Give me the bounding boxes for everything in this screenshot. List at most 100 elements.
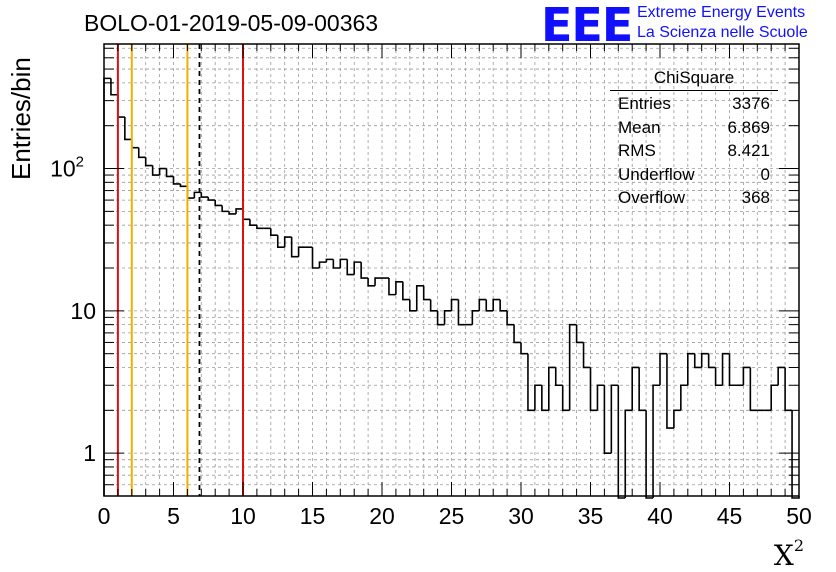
histogram-bin [256, 225, 264, 230]
chart-title: BOLO-01-2019-05-09-00363 [84, 10, 379, 36]
histogram-bin [680, 384, 688, 411]
histogram-bin [499, 299, 508, 312]
x-tick-label: 45 [717, 503, 743, 529]
histogram-bin [450, 298, 459, 311]
histogram-bin [165, 168, 174, 178]
histogram-bin [131, 139, 139, 149]
histogram-bin [367, 278, 376, 287]
histogram-bin [318, 261, 327, 269]
histogram-bin [110, 78, 118, 96]
stats-value: 0 [760, 164, 770, 184]
histogram-bin [429, 299, 438, 312]
x-tick-label: 15 [300, 503, 326, 529]
histogram-bin [290, 237, 299, 258]
histogram-bin [673, 409, 681, 429]
stats-row: RMS 8.421 [610, 139, 778, 163]
histogram-bin [144, 157, 153, 167]
histogram-bin [158, 167, 167, 176]
histogram-bin [360, 262, 369, 279]
histogram-bin [374, 277, 382, 286]
histogram-bin [527, 353, 535, 412]
stats-label: Mean [618, 117, 661, 137]
histogram-bin [346, 259, 355, 276]
x-tick-label: 35 [578, 503, 604, 529]
histogram-bin [659, 352, 667, 386]
histogram-bin [714, 367, 723, 387]
histogram-bin [478, 298, 487, 311]
grid-lines [104, 44, 799, 497]
stats-title: ChiSquare [610, 68, 778, 91]
histogram-bin [117, 94, 125, 118]
histogram-bin [666, 353, 674, 429]
histogram-bin [568, 323, 577, 411]
y-tick-label: 102 [50, 154, 84, 182]
histogram-bin [652, 384, 660, 498]
histogram-bin [402, 281, 410, 301]
histogram-bin [784, 367, 793, 412]
stats-box: ChiSquare Entries 3376 Mean 6.869 RMS 8.421 Un… [610, 68, 778, 210]
histogram-bin [777, 366, 786, 386]
histogram-bin [624, 409, 633, 498]
histogram-bin [270, 228, 278, 237]
x-tick-label: 20 [369, 503, 395, 529]
stats-value: 368 [741, 188, 770, 207]
histogram-bin [693, 353, 702, 369]
histogram-bin [200, 192, 209, 198]
histogram-bin [575, 324, 584, 344]
histogram-bin [443, 310, 452, 325]
histogram-bin [137, 147, 146, 159]
histogram-bin [492, 298, 501, 311]
histogram-bin [415, 284, 424, 311]
histogram-bin [749, 367, 758, 412]
histogram-bin [617, 385, 626, 499]
histogram-bin [728, 353, 737, 387]
x-axis: 0 5 10 15 20 25 30 35 40 45 50 [98, 44, 812, 529]
x-tick-label: 40 [647, 503, 673, 529]
x-tick-label: 10 [230, 503, 256, 529]
histogram-bin [603, 385, 612, 454]
histogram-bin [207, 197, 216, 201]
histogram-bin [548, 366, 556, 411]
histogram-bin [388, 278, 396, 296]
histogram-bin [791, 410, 800, 499]
histogram-bin [687, 352, 695, 386]
stats-label: Entries [618, 94, 671, 113]
histogram-bin [242, 208, 250, 221]
histogram-bin [409, 299, 417, 312]
histogram-bin [179, 183, 188, 188]
histogram-bin [103, 77, 111, 496]
logo-line-2: La Scienza nelle Scuole [637, 24, 808, 41]
histogram-bin [311, 247, 320, 269]
histogram-bin [422, 285, 431, 301]
histogram-bin [214, 200, 223, 207]
histogram-bin [235, 208, 243, 214]
y-axis-label: Entries/bin [6, 57, 36, 180]
histogram-bin [520, 342, 528, 355]
histogram-bin [283, 236, 292, 248]
x-tick-label: 50 [786, 503, 812, 529]
marker-lines [116, 44, 244, 496]
stats-label: Overflow [618, 188, 686, 207]
histogram-bin [513, 324, 521, 344]
histogram-bin [151, 165, 160, 176]
logo-line-1: Extreme Energy Events [637, 4, 806, 21]
histogram-bin [228, 211, 237, 215]
histogram-bin [770, 384, 779, 411]
histogram-bin [721, 352, 730, 386]
histogram-bin [339, 258, 348, 269]
histogram-bin [534, 384, 542, 411]
histogram-bin [172, 176, 181, 185]
histogram-bin [645, 410, 654, 499]
stats-row: Underflow 0 [610, 163, 778, 187]
histogram-bin [471, 310, 480, 325]
histogram-bin [436, 310, 445, 326]
histogram-bin [276, 235, 285, 249]
histogram-bin [297, 246, 306, 257]
x-tick-label: 25 [439, 503, 465, 529]
x-tick-label: 0 [98, 503, 111, 529]
histogram-bin [554, 367, 563, 387]
histogram-bin [221, 205, 230, 213]
x-tick-label: 5 [167, 503, 180, 529]
histogram-bin [631, 366, 640, 411]
